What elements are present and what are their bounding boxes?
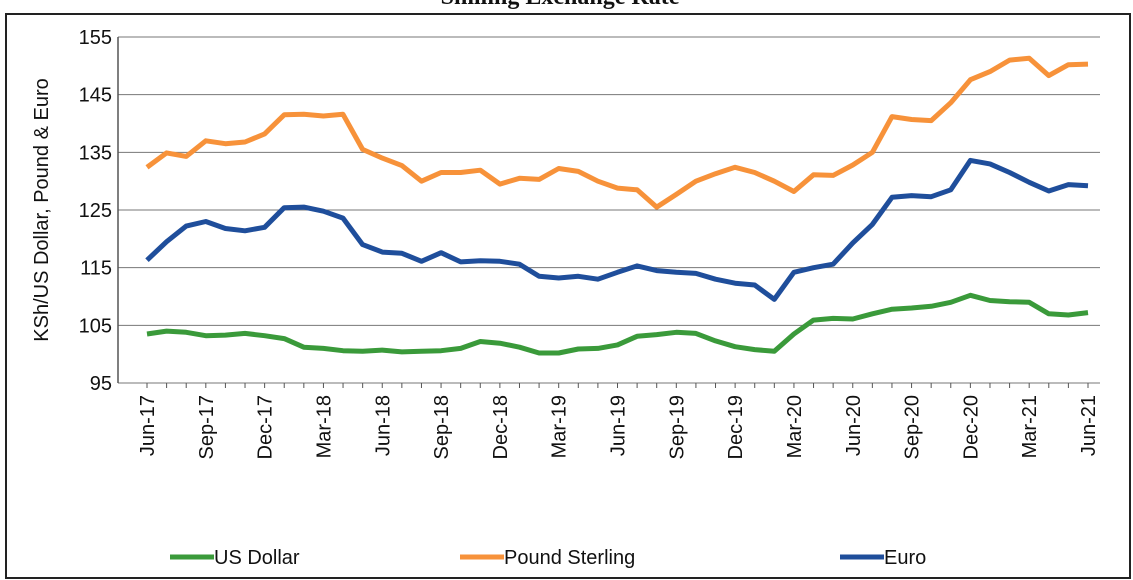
x-tick-label: Mar-19 — [549, 395, 571, 458]
x-tick-label: Jun-20 — [843, 395, 865, 456]
x-tick-label: Jun-21 — [1078, 395, 1100, 456]
series-line — [145, 55, 1089, 210]
y-tick-label: 125 — [79, 200, 112, 222]
x-tick-label: Jun-19 — [608, 395, 630, 456]
x-tick-label: Mar-21 — [1019, 395, 1041, 458]
x-tick-label: Dec-18 — [490, 395, 512, 459]
frame — [5, 13, 1131, 579]
y-tick-label: 115 — [80, 258, 112, 280]
y-tick-label: 145 — [79, 85, 112, 107]
y-tick-label: 135 — [79, 142, 112, 164]
x-tick-label: Dec-20 — [960, 395, 982, 459]
legend-label: US Dollar — [214, 547, 300, 569]
y-tick-label: 95 — [90, 373, 112, 395]
x-tick-label: Sep-20 — [902, 395, 924, 460]
series-line — [145, 157, 1089, 302]
x-tick-label: Sep-17 — [196, 395, 218, 460]
x-tick-label: Dec-19 — [725, 395, 747, 459]
x-tick-label: Dec-17 — [255, 395, 277, 459]
y-tick-label: 105 — [79, 315, 112, 337]
x-tick-label: Mar-20 — [784, 395, 806, 458]
y-tick-label: 155 — [79, 27, 112, 49]
x-tick-label: Sep-19 — [666, 395, 688, 460]
legend-label: Pound Sterling — [504, 547, 635, 569]
y-axis-label: KSh/US Dollar, Pound & Euro — [31, 78, 53, 341]
x-tick-label: Mar-18 — [313, 395, 335, 458]
chart-title: Shilling Exchange Rate — [441, 0, 680, 10]
series-line — [146, 292, 1089, 356]
x-tick-label: Sep-18 — [431, 395, 453, 460]
x-tick-label: Jun-18 — [372, 395, 394, 456]
x-tick-label: Jun-17 — [137, 395, 159, 456]
legend-label: Euro — [884, 547, 926, 569]
